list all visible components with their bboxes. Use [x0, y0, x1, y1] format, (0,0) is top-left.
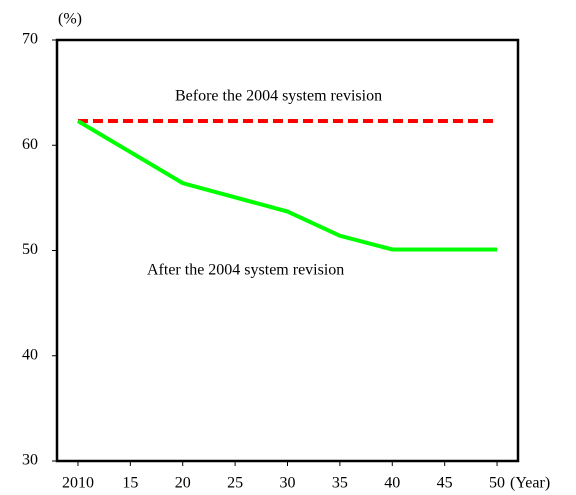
- y-tick-label: 60: [22, 136, 38, 153]
- series-label: Before the 2004 system revision: [175, 88, 382, 105]
- y-unit-label: (%): [58, 11, 82, 28]
- series-line: [76, 119, 498, 252]
- x-tick-label: 50: [489, 475, 505, 492]
- x-tick-label: 15: [122, 475, 138, 492]
- x-tick-label: 45: [437, 475, 453, 492]
- x-tick-label: 30: [280, 475, 296, 492]
- series-label: After the 2004 system revision: [147, 262, 344, 279]
- x-tick-label: 2010: [62, 475, 94, 492]
- y-tick-label: 30: [22, 452, 38, 469]
- y-tick-label: 70: [22, 31, 38, 48]
- x-tick-label: 25: [227, 475, 243, 492]
- x-tick-label: 35: [332, 475, 348, 492]
- x-tick-label: 20: [175, 475, 191, 492]
- x-unit-label: (Year): [510, 475, 550, 492]
- x-tick-label: 40: [384, 475, 400, 492]
- y-tick-label: 50: [22, 241, 38, 258]
- y-tick-label: 40: [22, 346, 38, 363]
- plot-frame: [55, 38, 520, 463]
